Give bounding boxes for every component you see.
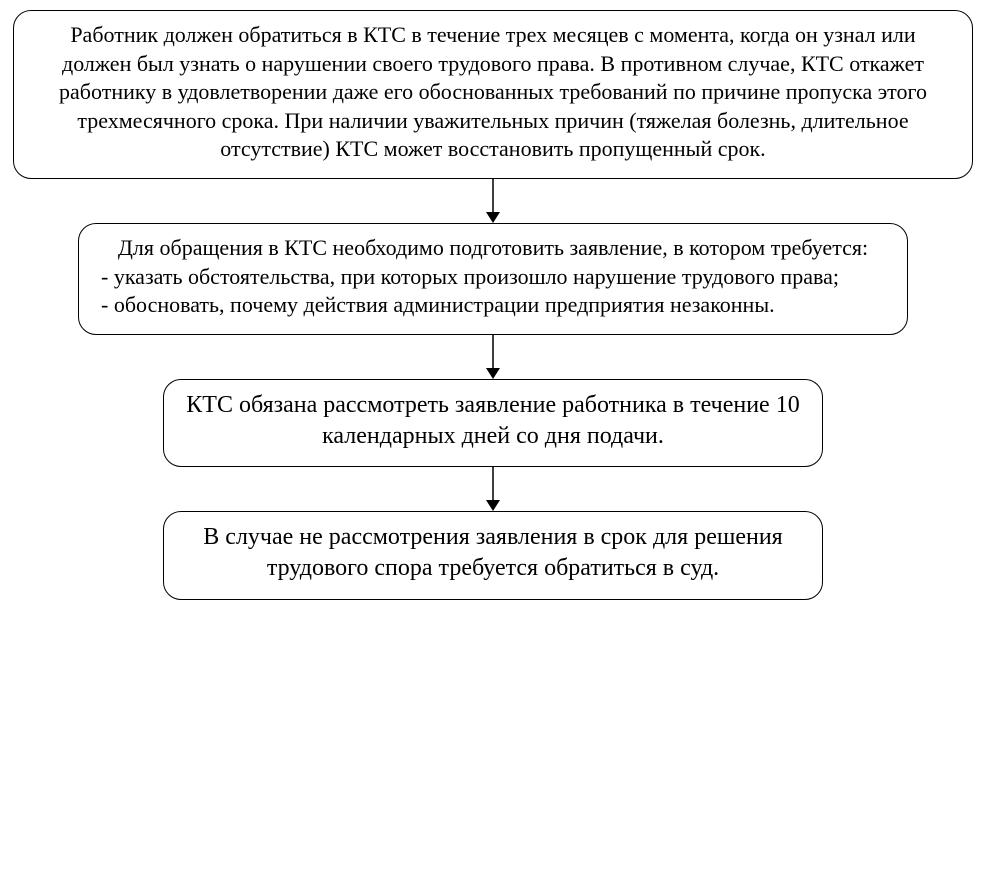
flow-arrow-3 [484,467,502,511]
flow-node-2: Для обращения в КТС необходимо подготови… [78,223,908,335]
flow-node-4-text: В случае не рассмотрения заявления в сро… [186,522,800,584]
flow-node-1-text: Работник должен обратиться в КТС в течен… [36,21,950,164]
flow-node-2-item-2: - обосновать, почему действия администра… [101,291,885,320]
flow-node-4: В случае не рассмотрения заявления в сро… [163,511,823,599]
flow-node-2-item-1: - указать обстоятельства, при которых пр… [101,263,885,292]
flow-node-1: Работник должен обратиться в КТС в течен… [13,10,973,179]
flow-arrow-2 [484,335,502,379]
flow-node-2-intro: Для обращения в КТС необходимо подготови… [101,234,885,263]
flow-arrow-1 [484,179,502,223]
flow-node-3-text: КТС обязана рассмотреть заявление работн… [186,390,800,452]
flow-node-3: КТС обязана рассмотреть заявление работн… [163,379,823,467]
